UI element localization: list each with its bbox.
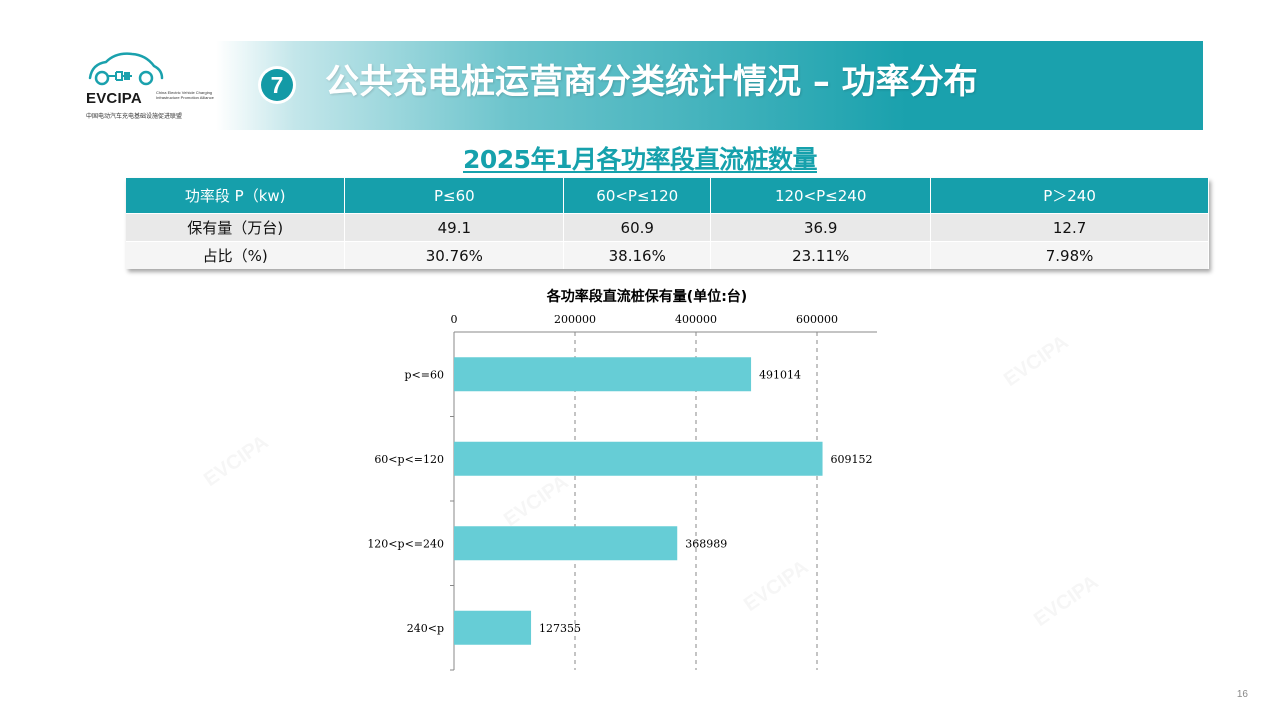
- bar: [454, 357, 752, 392]
- table-cell: 49.1: [344, 213, 565, 242]
- data-label: 609152: [831, 453, 873, 466]
- table-header-row: 功率段 P（kw) P≤60 60<P≤120 120<P≤240 P＞240: [126, 178, 1209, 214]
- category-label: 240<p: [407, 622, 444, 635]
- table-header-cell: P≤60: [344, 178, 565, 214]
- category-label: 60<p<=120: [374, 453, 444, 466]
- x-tick-label: 0: [451, 313, 458, 326]
- table-cell: 保有量（万台): [126, 213, 346, 242]
- category-label: 120<p<=240: [367, 537, 444, 550]
- table-cell: 7.98%: [930, 241, 1209, 269]
- table-cell: 38.16%: [563, 241, 712, 269]
- table-row: 占比（%) 30.76% 38.16% 23.11% 7.98%: [126, 241, 1209, 269]
- page-title: 公共充电桩运营商分类统计情况 – 功率分布: [325, 62, 978, 102]
- data-label: 127355: [539, 622, 581, 635]
- x-tick-label: 600000: [796, 313, 838, 326]
- table-row: 保有量（万台) 49.1 60.9 36.9 12.7: [126, 213, 1209, 242]
- table-header-cell: 功率段 P（kw): [126, 178, 346, 214]
- bar: [454, 610, 532, 645]
- logo-cn-name: 中国电动汽车充电基础设施促进联盟: [86, 113, 183, 120]
- table-cell: 12.7: [930, 213, 1209, 242]
- header-band: [216, 41, 1203, 130]
- logo-subtitle: China Electric Vehicle Charging Infrastr…: [156, 90, 214, 100]
- bar: [454, 441, 823, 476]
- x-tick-label: 400000: [675, 313, 717, 326]
- data-label: 368989: [685, 537, 727, 550]
- chart-title: 各功率段直流桩保有量(单位:台): [546, 289, 748, 305]
- table-cell: 23.11%: [710, 241, 932, 269]
- step-number: 7: [261, 69, 293, 101]
- table-cell: 占比（%): [126, 241, 346, 269]
- table-header-cell: 120<P≤240: [710, 178, 932, 214]
- category-label: p<=60: [405, 368, 444, 381]
- page-number: 16: [1236, 689, 1248, 700]
- table-cell: 30.76%: [344, 241, 565, 269]
- table-header-cell: 60<P≤120: [563, 178, 712, 214]
- table-header-cell: P＞240: [930, 178, 1209, 214]
- x-tick-label: 200000: [554, 313, 596, 326]
- table-cell: 36.9: [710, 213, 932, 242]
- evcipa-logo: EVCIPA China Electric Vehicle Charging I…: [84, 50, 214, 122]
- car-plug-icon: [88, 52, 164, 86]
- logo-brand: EVCIPA: [86, 90, 142, 107]
- table-cell: 60.9: [563, 213, 712, 242]
- bar: [454, 526, 678, 561]
- power-distribution-table: 功率段 P（kw) P≤60 60<P≤120 120<P≤240 P＞240 …: [126, 178, 1209, 269]
- step-badge: 7: [258, 66, 296, 104]
- data-label: 491014: [759, 368, 801, 381]
- section-subtitle: 2025年1月各功率段直流桩数量: [463, 145, 817, 174]
